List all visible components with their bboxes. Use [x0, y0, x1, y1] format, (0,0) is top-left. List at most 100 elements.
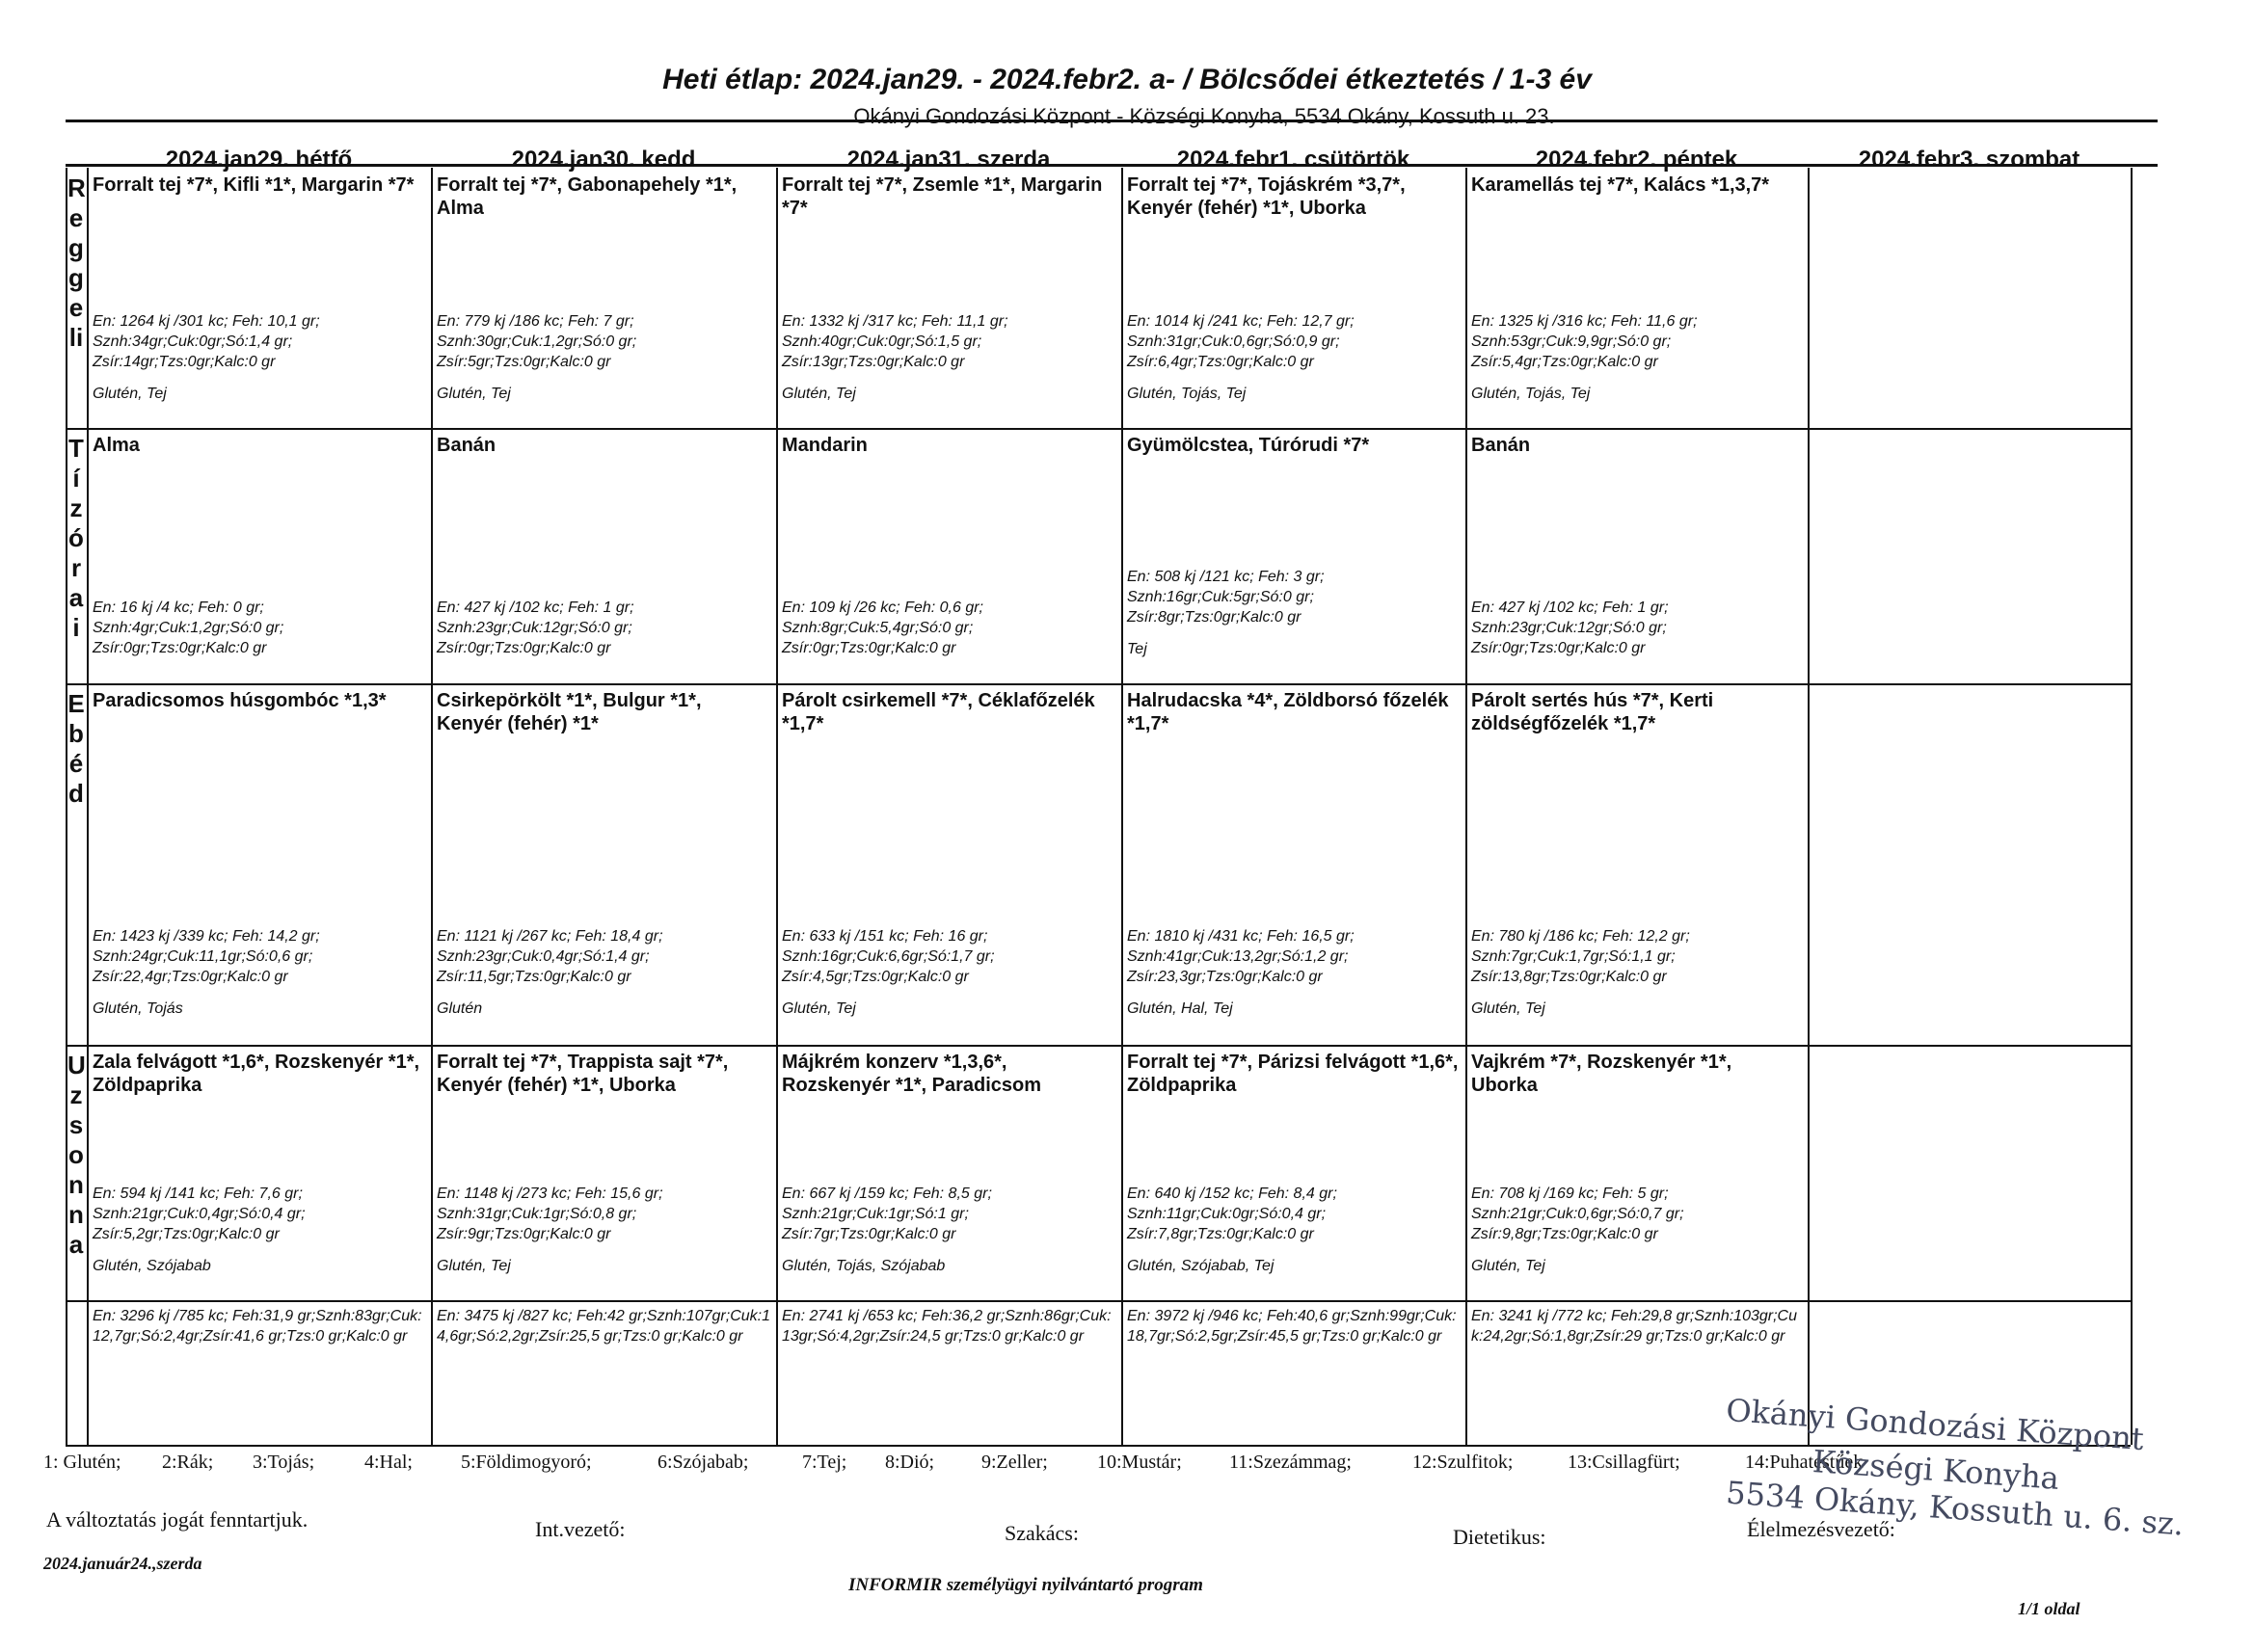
- footer-page: 1/1 oldal: [2018, 1599, 2080, 1618]
- nutrition-line: Sznh:16gr;Cuk:6,6gr;Só:1,7 gr;: [782, 948, 995, 965]
- signature-label: Int.vezető:: [535, 1517, 626, 1541]
- rule: [431, 168, 433, 1445]
- nutrition: En: 780 kj /186 kc; Feh: 12,2 gr; Sznh:7g…: [1471, 926, 1802, 987]
- nutrition-line: En: 427 kj /102 kc; Feh: 1 gr;: [1471, 600, 1669, 616]
- allergens: Glutén, Tej: [93, 386, 167, 402]
- allergens: Glutén, Szójabab, Tej: [1127, 1258, 1275, 1274]
- allergens: Glutén, Tojás, Tej: [1471, 386, 1591, 402]
- nutrition: En: 1810 kj /431 kc; Feh: 16,5 gr; Sznh:4…: [1127, 926, 1460, 987]
- menu-cell: Párolt csirkemell *7*, Céklafőzelék *1,7…: [776, 683, 1121, 1045]
- rule: [1465, 168, 1467, 1445]
- nutrition: En: 1148 kj /273 kc; Feh: 15,6 gr; Sznh:3…: [437, 1184, 770, 1244]
- nutrition-line: Sznh:7gr;Cuk:1,7gr;Só:1,1 gr;: [1471, 948, 1676, 965]
- dish: Csirkepörkölt *1*, Bulgur *1*, Kenyér (f…: [437, 690, 702, 734]
- dish: Forralt tej *7*, Gabonapehely *1*, Alma: [437, 174, 738, 219]
- dish: Párolt csirkemell *7*, Céklafőzelék *1,7…: [782, 690, 1095, 734]
- allergen-legend-item: 6:Szójabab;: [657, 1452, 749, 1473]
- nutrition-line: Zsír:0gr;Tzs:0gr;Kalc:0 gr: [93, 640, 267, 656]
- allergen-legend-item: 2:Rák;: [162, 1452, 214, 1473]
- nutrition: En: 427 kj /102 kc; Feh: 1 gr; Sznh:23gr;…: [437, 598, 770, 658]
- nutrition: En: 633 kj /151 kc; Feh: 16 gr; Sznh:16gr…: [782, 926, 1115, 987]
- allergen-legend-item: 3:Tojás;: [253, 1452, 315, 1473]
- menu-cell: Vajkrém *7*, Rozskenyér *1*, Uborka En: 7…: [1465, 1045, 1808, 1300]
- allergens: Glutén, Szójabab: [93, 1258, 211, 1274]
- footer-date: 2024.január24.,szerda: [43, 1554, 202, 1573]
- nutrition-line: Sznh:11gr;Cuk:0gr;Só:0,4 gr;: [1127, 1206, 1327, 1222]
- allergens: Glutén, Tojás, Szójabab: [782, 1258, 946, 1274]
- dish: Mandarin: [782, 435, 868, 456]
- nutrition-line: Zsír:7gr;Tzs:0gr;Kalc:0 gr: [782, 1226, 956, 1242]
- nutrition-line: En: 1810 kj /431 kc; Feh: 16,5 gr;: [1127, 928, 1355, 945]
- dish: Banán: [1471, 435, 1531, 456]
- nutrition-line: En: 594 kj /141 kc; Feh: 7,6 gr;: [93, 1186, 303, 1202]
- nutrition-line: Zsír:9,8gr;Tzs:0gr;Kalc:0 gr: [1471, 1226, 1658, 1242]
- dish: Forralt tej *7*, Kifli *1*, Margarin *7*: [93, 174, 415, 196]
- nutrition-line: Sznh:8gr;Cuk:5,4gr;Só:0 gr;: [782, 620, 974, 636]
- signature-label: Élelmezésvezető:: [1747, 1517, 1895, 1541]
- allergens: Glutén, Tej: [782, 1000, 856, 1017]
- daily-total: En: 3972 kj /946 kc; Feh:40,6 gr;Sznh:99…: [1127, 1308, 1457, 1345]
- allergen-legend-item: 11:Szezámmag;: [1229, 1452, 1352, 1473]
- dish: Paradicsomos húsgombóc *1,3*: [93, 690, 387, 711]
- nutrition-line: Sznh:34gr;Cuk:0gr;Só:1,4 gr;: [93, 333, 293, 350]
- nutrition-line: Sznh:21gr;Cuk:0,6gr;Só:0,7 gr;: [1471, 1206, 1684, 1222]
- menu-cell: Forralt tej *7*, Zsemle *1*, Margarin *7…: [776, 168, 1121, 428]
- nutrition-line: En: 1148 kj /273 kc; Feh: 15,6 gr;: [437, 1186, 663, 1202]
- nutrition-line: En: 1325 kj /316 kc; Feh: 11,6 gr;: [1471, 313, 1698, 330]
- nutrition-line: Zsír:13gr;Tzs:0gr;Kalc:0 gr: [782, 354, 965, 370]
- menu-cell: Forralt tej *7*, Gabonapehely *1*, Alma E…: [431, 168, 776, 428]
- allergens: Glutén, Hal, Tej: [1127, 1000, 1233, 1017]
- allergens: Glutén, Tojás, Tej: [1127, 386, 1247, 402]
- daily-total: En: 3475 kj /827 kc; Feh:42 gr;Sznh:107g…: [437, 1308, 770, 1345]
- nutrition-line: Sznh:24gr;Cuk:11,1gr;Só:0,6 gr;: [93, 948, 313, 965]
- page: Heti étlap: 2024.jan29. - 2024.febr2. a-…: [0, 13, 2254, 1652]
- nutrition: En: 1121 kj /267 kc; Feh: 18,4 gr; Sznh:2…: [437, 926, 770, 987]
- nutrition-line: En: 780 kj /186 kc; Feh: 12,2 gr;: [1471, 928, 1690, 945]
- subtitle: Okányi Gondozási Központ - Községi Konyh…: [853, 104, 1555, 128]
- rule: [66, 683, 2131, 685]
- nutrition-line: Zsír:8gr;Tzs:0gr;Kalc:0 gr: [1127, 609, 1301, 626]
- allergen-legend-item: 5:Földimogyoró;: [461, 1452, 592, 1473]
- nutrition-line: Sznh:53gr;Cuk:9,9gr;Só:0 gr;: [1471, 333, 1672, 350]
- nutrition-line: Sznh:16gr;Cuk:5gr;Só:0 gr;: [1127, 589, 1314, 605]
- nutrition-line: En: 1014 kj /241 kc; Feh: 12,7 gr;: [1127, 313, 1355, 330]
- nutrition-line: En: 1121 kj /267 kc; Feh: 18,4 gr;: [437, 928, 663, 945]
- nutrition-line: En: 708 kj /169 kc; Feh: 5 gr;: [1471, 1186, 1669, 1202]
- allergens: Tej: [1127, 641, 1147, 657]
- nutrition-line: Sznh:40gr;Cuk:0gr;Só:1,5 gr;: [782, 333, 982, 350]
- nutrition-line: Zsír:5,2gr;Tzs:0gr;Kalc:0 gr: [93, 1226, 280, 1242]
- nutrition-line: En: 633 kj /151 kc; Feh: 16 gr;: [782, 928, 988, 945]
- nutrition-line: Zsír:6,4gr;Tzs:0gr;Kalc:0 gr: [1127, 354, 1314, 370]
- rule: [66, 1045, 2131, 1047]
- menu-cell: Banán En: 427 kj /102 kc; Feh: 1 gr; Sznh:…: [1465, 428, 1808, 683]
- menu-cell: Forralt tej *7*, Párizsi felvágott *1,6*…: [1121, 1045, 1465, 1300]
- allergens: Glutén, Tej: [782, 386, 856, 402]
- nutrition-line: Zsír:22,4gr;Tzs:0gr;Kalc:0 gr: [93, 969, 288, 985]
- nutrition-line: Sznh:23gr;Cuk:0,4gr;Só:1,4 gr;: [437, 948, 650, 965]
- nutrition: En: 667 kj /159 kc; Feh: 8,5 gr; Sznh:21g…: [782, 1184, 1115, 1244]
- nutrition: En: 1423 kj /339 kc; Feh: 14,2 gr; Sznh:2…: [93, 926, 425, 987]
- nutrition-line: En: 1423 kj /339 kc; Feh: 14,2 gr;: [93, 928, 320, 945]
- nutrition-line: En: 667 kj /159 kc; Feh: 8,5 gr;: [782, 1186, 992, 1202]
- nutrition: En: 594 kj /141 kc; Feh: 7,6 gr; Sznh:21g…: [93, 1184, 425, 1244]
- daily-total: En: 3296 kj /785 kc; Feh:31,9 gr;Sznh:83…: [93, 1308, 422, 1345]
- allergens: Glutén, Tej: [437, 1258, 511, 1274]
- dish: Forralt tej *7*, Tojáskrém *3,7*, Kenyér…: [1127, 174, 1406, 219]
- day-header: 2024.jan29. hétfő: [165, 147, 353, 173]
- nutrition-line: En: 508 kj /121 kc; Feh: 3 gr;: [1127, 569, 1325, 585]
- day-header: 2024.jan30. kedd: [511, 147, 696, 173]
- nutrition: En: 779 kj /186 kc; Feh: 7 gr; Sznh:30gr;…: [437, 311, 770, 372]
- nutrition: En: 1014 kj /241 kc; Feh: 12,7 gr; Sznh:3…: [1127, 311, 1460, 372]
- daily-total: En: 3241 kj /772 kc; Feh:29,8 gr;Sznh:10…: [1471, 1308, 1797, 1345]
- menu-cell: Párolt sertés hús *7*, Kerti zöldségfőze…: [1465, 683, 1808, 1045]
- menu-cell: Forralt tej *7*, Tojáskrém *3,7*, Kenyér…: [1121, 168, 1465, 428]
- allergens: Glutén, Tojás: [93, 1000, 183, 1017]
- rule: [66, 1445, 2131, 1447]
- meal-label: Uzsonna: [67, 1051, 86, 1259]
- menu-cell: Halrudacska *4*, Zöldborsó főzelék *1,7*…: [1121, 683, 1465, 1045]
- nutrition-line: En: 427 kj /102 kc; Feh: 1 gr;: [437, 600, 634, 616]
- allergens: Glutén, Tej: [437, 386, 511, 402]
- nutrition-line: En: 1264 kj /301 kc; Feh: 10,1 gr;: [93, 313, 320, 330]
- day-header: 2024.febr2. péntek: [1535, 147, 1738, 173]
- nutrition-line: Sznh:4gr;Cuk:1,2gr;Só:0 gr;: [93, 620, 284, 636]
